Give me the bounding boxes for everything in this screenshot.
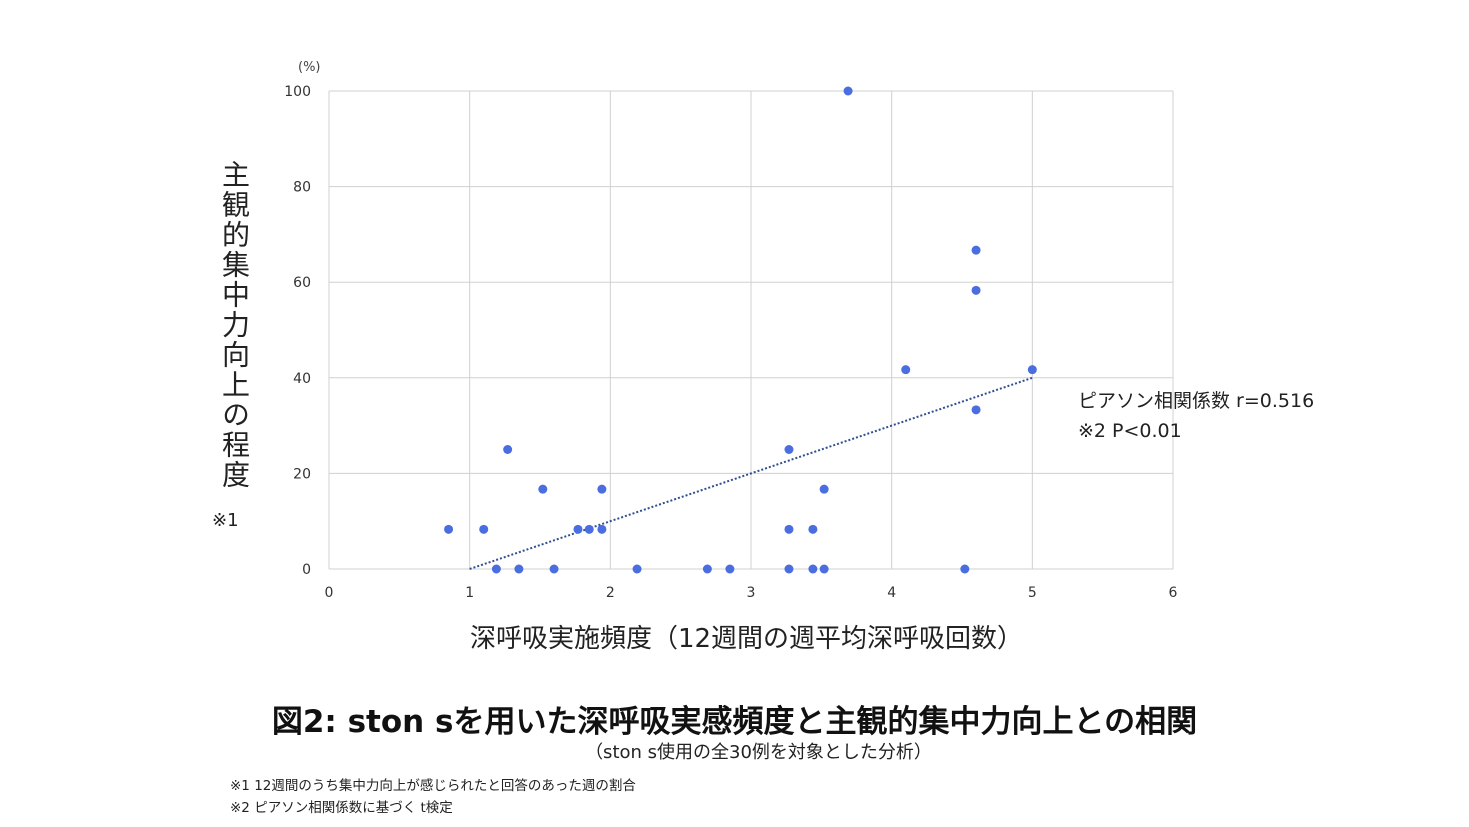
x-tick-labels: 0 1 2 3 4 5 6 <box>325 585 1178 601</box>
data-point <box>597 524 607 534</box>
x-tick-label: 3 <box>747 585 756 601</box>
data-point <box>960 564 970 574</box>
data-point <box>725 564 735 574</box>
data-point <box>971 285 981 295</box>
x-tick-label: 5 <box>1028 585 1037 601</box>
y-tick-label: 40 <box>293 371 311 387</box>
data-point <box>444 524 454 534</box>
data-point <box>514 564 524 574</box>
correlation-annotation: ピアソン相関係数 r=0.516 ※2 P<0.01 <box>1078 386 1314 446</box>
data-point <box>971 405 981 415</box>
data-point <box>702 564 712 574</box>
data-point <box>479 524 489 534</box>
data-point <box>808 524 818 534</box>
data-point <box>808 564 818 574</box>
data-point <box>971 245 981 255</box>
data-point <box>503 445 513 454</box>
p-value: ※2 P<0.01 <box>1078 420 1182 442</box>
y-tick-label: 100 <box>284 84 311 100</box>
grid-lines <box>328 90 1174 570</box>
x-axis-title: 深呼吸実施頻度（12週間の週平均深呼吸回数） <box>469 624 1024 654</box>
correlation-coefficient: ピアソン相関係数 r=0.516 <box>1078 390 1315 412</box>
data-point <box>1027 365 1037 375</box>
data-point <box>632 564 642 574</box>
figure-title: 図2: ston sを用いた深呼吸実感頻度と主観的集中力向上との相関 <box>271 704 1198 740</box>
data-point <box>491 564 501 574</box>
y-tick-label: 80 <box>293 180 311 196</box>
data-point <box>573 524 583 534</box>
x-tick-label: 6 <box>1169 585 1178 601</box>
x-tick-label: 0 <box>325 585 334 601</box>
data-point <box>538 484 548 494</box>
data-points <box>444 86 1037 574</box>
y-tick-label: 60 <box>293 275 311 291</box>
figure-subtitle: （ston s使用の全30例を対象とした分析） <box>585 742 932 763</box>
y-tick-label: 0 <box>302 562 311 578</box>
y-tick-label: 20 <box>293 466 311 482</box>
trendline <box>469 376 1033 570</box>
data-point <box>901 365 911 375</box>
data-point <box>819 484 829 494</box>
data-point <box>597 484 607 494</box>
figure-subtitle-row: （ston s使用の全30例を対象とした分析） <box>0 738 1469 764</box>
data-point <box>584 524 594 534</box>
x-axis-title-row: 深呼吸実施頻度（12週間の週平均深呼吸回数） <box>0 618 1469 655</box>
data-point <box>843 86 853 96</box>
y-unit-label: (%) <box>298 60 321 75</box>
data-point <box>549 564 559 574</box>
data-point <box>819 564 829 574</box>
y-axis-title: 主観的集中力向上の程度 <box>218 160 251 490</box>
x-tick-label: 2 <box>606 585 615 601</box>
footnote-1: ※1 12週間のうち集中力向上が感じられたと回答のあった週の割合 <box>230 778 636 794</box>
footnote-2: ※2 ピアソン相関係数に基づく t検定 <box>230 800 453 816</box>
data-point <box>784 524 794 534</box>
x-tick-label: 4 <box>887 585 896 601</box>
y-axis-note: ※1 <box>212 510 239 531</box>
x-tick-label: 1 <box>465 585 474 601</box>
data-point <box>784 445 794 454</box>
data-point <box>784 564 794 574</box>
footnotes: ※1 12週間のうち集中力向上が感じられたと回答のあった週の割合 ※2 ピアソン… <box>230 775 636 819</box>
y-tick-labels: 0 20 40 60 80 100 <box>284 84 311 578</box>
